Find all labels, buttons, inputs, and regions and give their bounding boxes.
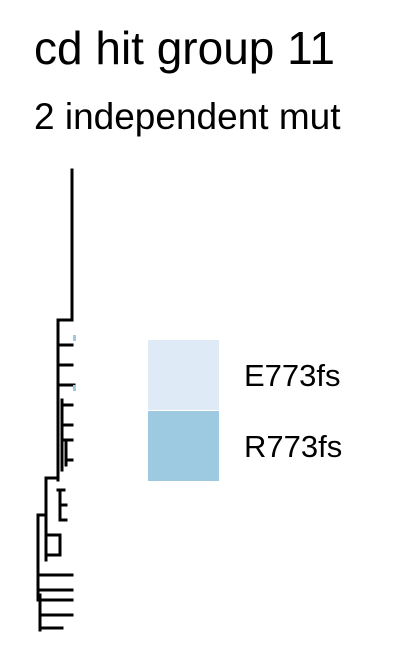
tree-tips	[73, 335, 76, 391]
legend-item-e773fs: E773fs	[148, 340, 388, 411]
legend: E773fs R773fs	[148, 340, 388, 482]
legend-swatch-r773fs	[148, 411, 219, 481]
legend-label-r773fs: R773fs	[244, 429, 343, 464]
tree-tip-marker	[73, 335, 76, 341]
chart-title: cd hit group 11	[34, 22, 335, 74]
tree-branches	[36, 168, 76, 632]
chart-subtitle: 2 independent mut	[34, 96, 341, 137]
tree-tip-marker	[73, 385, 76, 391]
legend-label-e773fs: E773fs	[244, 358, 341, 393]
legend-swatch-e773fs	[148, 340, 219, 410]
legend-item-r773fs: R773fs	[148, 411, 388, 482]
